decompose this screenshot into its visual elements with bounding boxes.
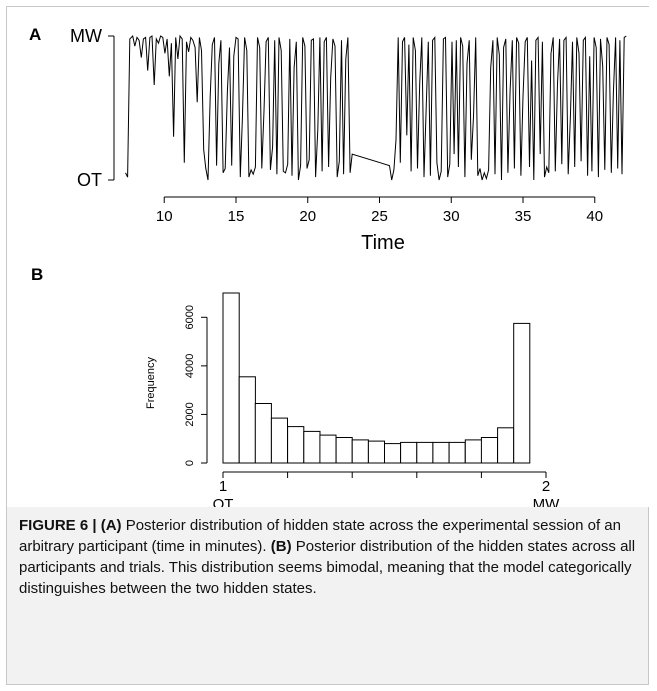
histogram-bar [303, 430, 321, 464]
histogram-bar [416, 441, 434, 464]
panel-b: B 0 2000 4000 6000 1OT 2MW Frequency [31, 265, 560, 513]
histogram-bar [497, 427, 515, 464]
histogram-bar [287, 426, 305, 464]
panel-a-x-axis-label: Time [361, 232, 405, 254]
caption-lead: FIGURE 6 | (A) [19, 517, 122, 534]
panel-b-bars [222, 292, 531, 464]
panel-b-x-tick-sublabel: OT [213, 496, 234, 507]
histogram-bar [432, 441, 450, 464]
histogram-bar [400, 441, 418, 464]
panel-a-x-tick-label: 30 [443, 208, 460, 225]
histogram-bar [319, 434, 337, 464]
caption-part-b: Posterior distribution of the hidden sta… [19, 538, 636, 597]
figure-plots: A MW OT 10 15 20 25 30 35 40 Time B 0 2000 4000 6… [29, 25, 627, 513]
panel-a-state-line [125, 34, 627, 181]
histogram-bar [335, 437, 353, 464]
caption-part-a: Posterior distribution of hidden state a… [19, 517, 621, 555]
panel-b-y-tick-label: 0 [184, 460, 196, 466]
panel-b-y-tick-label: 6000 [184, 305, 196, 329]
histogram-bar [254, 403, 272, 464]
histogram-bar [367, 440, 385, 464]
panel-a-y-tick-label-ot: OT [77, 170, 102, 190]
histogram-bar [270, 417, 288, 464]
panel-a-x-tick-label: 25 [371, 208, 388, 225]
panel-a-x-axis: 10 15 20 25 30 35 40 [156, 196, 603, 225]
panel-b-y-axis-label: Frequency [145, 357, 157, 409]
plot-area: A MW OT 10 15 20 25 30 35 40 Time B 0 2000 4000 6… [7, 7, 650, 513]
panel-b-x-tick-label: 1 [219, 478, 227, 495]
histogram-bar [238, 376, 256, 464]
panel-a-x-tick-label: 15 [228, 208, 245, 225]
histogram-bar [384, 443, 402, 464]
figure-caption: FIGURE 6 | (A) Posterior distribution of… [19, 515, 637, 599]
panel-a-x-tick-label: 20 [299, 208, 316, 225]
panel-b-label: B [31, 265, 43, 284]
histogram-bar [480, 437, 498, 464]
panel-a: A MW OT 10 15 20 25 30 35 40 Time [29, 25, 627, 254]
panel-b-y-axis: 0 2000 4000 6000 [184, 305, 208, 466]
panel-a-y-tick-label-mw: MW [70, 26, 102, 46]
panel-b-y-tick-label: 2000 [184, 402, 196, 426]
panel-b-y-tick-label: 4000 [184, 354, 196, 378]
panel-a-x-tick-label: 10 [156, 208, 173, 225]
panel-b-x-tick-label: 2 [542, 478, 550, 495]
caption-b-label: (B) [270, 538, 292, 555]
panel-b-x-axis: 1OT 2MW [213, 471, 560, 513]
panel-a-label: A [29, 25, 41, 44]
histogram-bar [448, 441, 466, 464]
histogram-bar [464, 439, 482, 464]
panel-a-x-tick-label: 40 [586, 208, 603, 225]
histogram-bar [351, 439, 369, 464]
panel-a-x-tick-label: 35 [515, 208, 532, 225]
histogram-bar [513, 322, 531, 464]
figure-container: A MW OT 10 15 20 25 30 35 40 Time B 0 2000 4000 6… [6, 6, 650, 685]
panel-b-x-tick-sublabel: MW [533, 496, 560, 507]
histogram-bar [222, 292, 240, 464]
